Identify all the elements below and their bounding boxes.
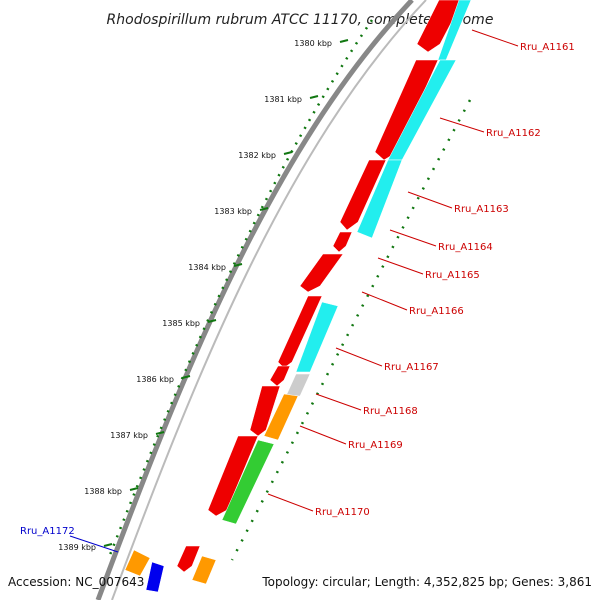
gene-label[interactable]: Rru_A1169 [348,440,403,451]
ruler-tick-mark [233,263,243,267]
ruler-tick-label: 1384 kbp [188,263,226,272]
gene-label[interactable]: Rru_A1163 [454,204,509,215]
gene-label[interactable]: Rru_A1167 [384,362,439,373]
ruler-tick-mark [309,95,319,99]
gene-label-leader [361,291,408,311]
backbone-outer [95,0,414,600]
gene-label-leader [389,229,437,247]
ruler-tick-label: 1380 kbp [294,39,332,48]
gene-block [221,439,275,525]
gene-arrow [339,159,387,231]
ruler-tick-mark [339,39,349,43]
ruler-tick-label: 1383 kbp [214,207,252,216]
gene-arrow [299,253,344,293]
gene-block [145,561,165,593]
gene-label[interactable]: Rru_A1172 [20,526,75,537]
gene-label-leader [267,493,314,512]
ruler-tick-label: 1385 kbp [162,319,200,328]
gene-block [263,393,299,441]
gene-block [356,159,403,239]
gene-label-leader [69,535,119,553]
ruler-tick-label: 1388 kbp [84,487,122,496]
gene-block [191,555,217,585]
ruler-tick-mark [155,431,165,435]
gene-label-leader [299,425,347,445]
gene-label[interactable]: Rru_A1165 [425,270,480,281]
gene-features [124,0,472,593]
gene-label[interactable]: Rru_A1168 [363,406,418,417]
ruler-tick-mark [283,151,293,155]
ruler-tick-label: 1381 kbp [264,95,302,104]
ruler-tick-label: 1387 kbp [110,431,148,440]
gene-block [285,373,311,397]
gene-block [124,549,151,577]
ruler-arc-inner [230,99,472,561]
gene-arrow [269,365,291,387]
gene-label[interactable]: Rru_A1162 [486,128,541,139]
gene-arrow [207,435,259,517]
gene-label-leader [471,29,519,47]
ruler-tick-label: 1382 kbp [238,151,276,160]
gene-labels: Rru_A1161 Rru_A1162 Rru_A1163 Rru_A1164 Rru_… [20,29,575,553]
gene-arrow [176,545,201,573]
gene-label-leader [335,347,383,367]
gene-arrow [332,231,353,253]
accession-text: Accession: NC_007643 [8,575,144,589]
gene-label[interactable]: Rru_A1161 [520,42,575,53]
ruler-ticks: 1380 kbp 1381 kbp 1382 kbp 1383 kbp 1384 kbp… [58,39,349,552]
gene-block [295,301,339,373]
genome-summary-text: Topology: circular; Length: 4,352,825 bp… [261,575,592,589]
ruler-tick-mark [259,207,269,211]
gene-arrow [249,385,281,437]
ruler-tick-label: 1389 kbp [58,543,96,552]
ruler-tick-mark [129,487,139,491]
gene-label-leader [377,257,424,275]
ruler-tick-mark [181,375,191,379]
backbone-inner [111,0,427,600]
gene-label-leader [315,393,362,411]
ruler-tick-mark [103,543,113,547]
gene-label[interactable]: Rru_A1170 [315,507,370,518]
ruler-tick-label: 1386 kbp [136,375,174,384]
gene-label[interactable]: Rru_A1164 [438,242,493,253]
gene-label-leader [407,191,453,209]
gene-label-leader [439,117,485,133]
gene-label[interactable]: Rru_A1166 [409,306,464,317]
ruler-tick-mark [207,319,217,323]
